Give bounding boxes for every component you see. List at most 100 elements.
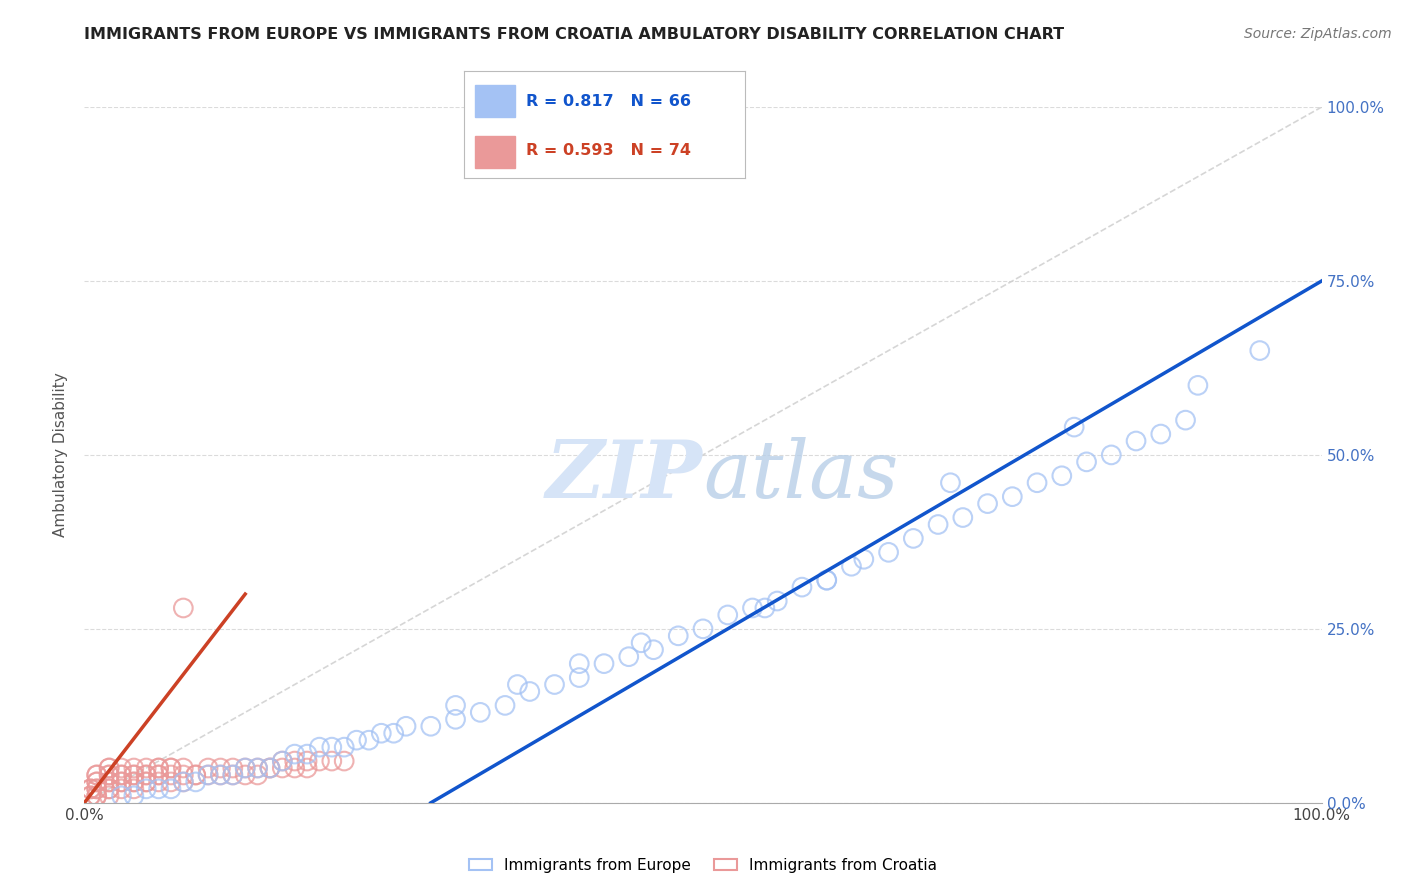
Point	[233, 761, 256, 775]
Point	[184, 775, 207, 789]
Point	[135, 768, 157, 782]
Point	[148, 761, 170, 775]
Point	[148, 775, 170, 789]
Point	[568, 657, 591, 671]
Point	[666, 629, 689, 643]
Point	[717, 607, 740, 622]
Point	[444, 698, 467, 713]
Point	[98, 768, 121, 782]
Point	[519, 684, 541, 698]
Point	[197, 768, 219, 782]
Bar	[475, 86, 515, 118]
Point	[86, 789, 108, 803]
Point	[135, 775, 157, 789]
Point	[1001, 490, 1024, 504]
Point	[86, 781, 108, 796]
Point	[160, 775, 183, 789]
Point	[86, 789, 108, 803]
Point	[1249, 343, 1271, 358]
Point	[1150, 427, 1173, 442]
Point	[98, 789, 121, 803]
Point	[568, 671, 591, 685]
Point	[135, 781, 157, 796]
Point	[593, 657, 616, 671]
Point	[630, 636, 652, 650]
Point	[110, 789, 132, 803]
Point	[271, 754, 294, 768]
Point	[357, 733, 380, 747]
Point	[160, 761, 183, 775]
Point	[222, 761, 245, 775]
Point	[86, 768, 108, 782]
Point	[494, 698, 516, 713]
Point	[444, 712, 467, 726]
Point	[233, 761, 256, 775]
Point	[790, 580, 813, 594]
Point	[122, 761, 145, 775]
Point	[419, 719, 441, 733]
Point	[222, 768, 245, 782]
Point	[86, 768, 108, 782]
Point	[98, 761, 121, 775]
Point	[209, 768, 232, 782]
Point	[122, 781, 145, 796]
Text: Source: ZipAtlas.com: Source: ZipAtlas.com	[1244, 27, 1392, 41]
Point	[160, 768, 183, 782]
Point	[754, 601, 776, 615]
Point	[86, 775, 108, 789]
Point	[643, 642, 665, 657]
Text: IMMIGRANTS FROM EUROPE VS IMMIGRANTS FROM CROATIA AMBULATORY DISABILITY CORRELAT: IMMIGRANTS FROM EUROPE VS IMMIGRANTS FRO…	[84, 27, 1064, 42]
Point	[284, 747, 307, 761]
Point	[148, 768, 170, 782]
Point	[259, 761, 281, 775]
Point	[395, 719, 418, 733]
Point	[259, 761, 281, 775]
Point	[903, 532, 925, 546]
Point	[184, 768, 207, 782]
Point	[209, 761, 232, 775]
Text: atlas: atlas	[703, 437, 898, 515]
Text: R = 0.593   N = 74: R = 0.593 N = 74	[526, 143, 690, 158]
Point	[1099, 448, 1122, 462]
Point	[122, 789, 145, 803]
Point	[98, 768, 121, 782]
Point	[295, 747, 318, 761]
Point	[382, 726, 405, 740]
Point	[1187, 378, 1209, 392]
Point	[122, 775, 145, 789]
Point	[308, 740, 330, 755]
Point	[110, 768, 132, 782]
Point	[135, 775, 157, 789]
Point	[543, 677, 565, 691]
Point	[79, 789, 101, 803]
Point	[79, 789, 101, 803]
Point	[209, 768, 232, 782]
Point	[233, 768, 256, 782]
Point	[79, 781, 101, 796]
Point	[148, 781, 170, 796]
Point	[148, 768, 170, 782]
Point	[321, 740, 343, 755]
Point	[295, 761, 318, 775]
Point	[346, 733, 368, 747]
Point	[135, 768, 157, 782]
Bar	[475, 136, 515, 168]
Point	[259, 761, 281, 775]
Point	[1076, 455, 1098, 469]
Point	[86, 775, 108, 789]
Text: ZIP: ZIP	[546, 437, 703, 515]
Point	[939, 475, 962, 490]
Point	[98, 775, 121, 789]
Point	[197, 768, 219, 782]
Point	[110, 761, 132, 775]
Point	[246, 768, 269, 782]
Point	[852, 552, 875, 566]
Point	[470, 706, 492, 720]
Point	[98, 781, 121, 796]
Point	[333, 740, 356, 755]
Point	[284, 754, 307, 768]
Point	[271, 754, 294, 768]
Point	[246, 761, 269, 775]
Point	[1063, 420, 1085, 434]
Point	[370, 726, 392, 740]
